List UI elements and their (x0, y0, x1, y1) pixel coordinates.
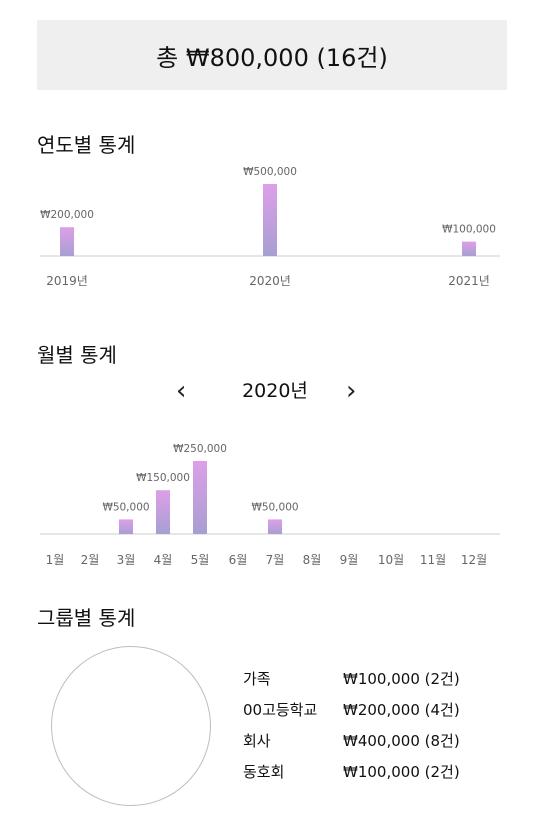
x-tick-label: 9월 (340, 553, 359, 567)
group-value: ₩200,000 (4건) (343, 701, 460, 719)
bar (156, 490, 170, 534)
x-tick-label: 5월 (191, 553, 210, 567)
total-summary-label: 총 ₩800,000 (16건) (156, 43, 388, 72)
x-tick-label: 7월 (266, 553, 285, 567)
group-name: 가족 (243, 670, 271, 688)
group-list: 가족 ₩100,000 (2건) 00고등학교 ₩200,000 (4건) 회사… (243, 668, 460, 792)
group-name: 동호회 (243, 763, 285, 781)
total-summary: 총 ₩800,000 (16건) (37, 20, 507, 90)
group-name: 회사 (243, 732, 271, 750)
bar-value-label: ₩500,000 (243, 166, 297, 178)
year-navigator: ‹ 2020년 › (0, 374, 544, 408)
selected-year: 2020년 (242, 380, 308, 402)
group-row: 가족 ₩100,000 (2건) (243, 668, 460, 699)
bar-value-label: ₩250,000 (173, 443, 227, 455)
group-row: 00고등학교 ₩200,000 (4건) (243, 699, 460, 730)
x-tick-label: 2019년 (46, 274, 88, 288)
group-stats-title: 그룹별 통계 (37, 606, 136, 630)
group-pie-chart (51, 646, 211, 806)
x-tick-label: 1월 (46, 553, 65, 567)
bar-value-label: ₩200,000 (40, 209, 94, 221)
bar-value-label: ₩50,000 (251, 501, 298, 513)
x-tick-label: 12월 (461, 553, 487, 567)
yearly-bar-chart: ₩200,000 2019년 ₩500,000 2020년 ₩100,000 2021년 (40, 166, 500, 288)
group-value: ₩400,000 (8건) (343, 732, 460, 750)
bar (268, 519, 282, 534)
monthly-bar-chart: 1월 2월 ₩50,000 3월 ₩150,000 4월 ₩250,000 5월 6월 ₩50,0… (40, 443, 500, 567)
bar (263, 184, 277, 256)
x-tick-label: 6월 (229, 553, 248, 567)
chevron-right-icon[interactable]: › (346, 376, 357, 406)
group-row: 회사 ₩400,000 (8건) (243, 730, 460, 761)
x-tick-label: 2021년 (448, 274, 490, 288)
group-value: ₩100,000 (2건) (343, 670, 460, 688)
x-tick-label: 11월 (420, 553, 446, 567)
x-tick-label: 2020년 (249, 274, 291, 288)
x-tick-label: 3월 (117, 553, 136, 567)
yearly-stats-title: 연도별 통계 (37, 133, 136, 157)
bar-value-label: ₩100,000 (442, 224, 496, 236)
x-tick-label: 8월 (303, 553, 322, 567)
x-tick-label: 10월 (378, 553, 404, 567)
bar-value-label: ₩50,000 (102, 501, 149, 513)
bar-value-label: ₩150,000 (136, 472, 190, 484)
chevron-left-icon[interactable]: ‹ (176, 376, 187, 406)
group-value: ₩100,000 (2건) (343, 763, 460, 781)
bar (462, 241, 476, 256)
bar (119, 519, 133, 534)
group-name: 00고등학교 (243, 701, 318, 719)
bar (193, 461, 207, 534)
monthly-stats-title: 월별 통계 (37, 343, 117, 367)
group-row: 동호회 ₩100,000 (2건) (243, 761, 460, 792)
x-tick-label: 4월 (154, 553, 173, 567)
x-tick-label: 2월 (81, 553, 100, 567)
bar (60, 227, 74, 256)
